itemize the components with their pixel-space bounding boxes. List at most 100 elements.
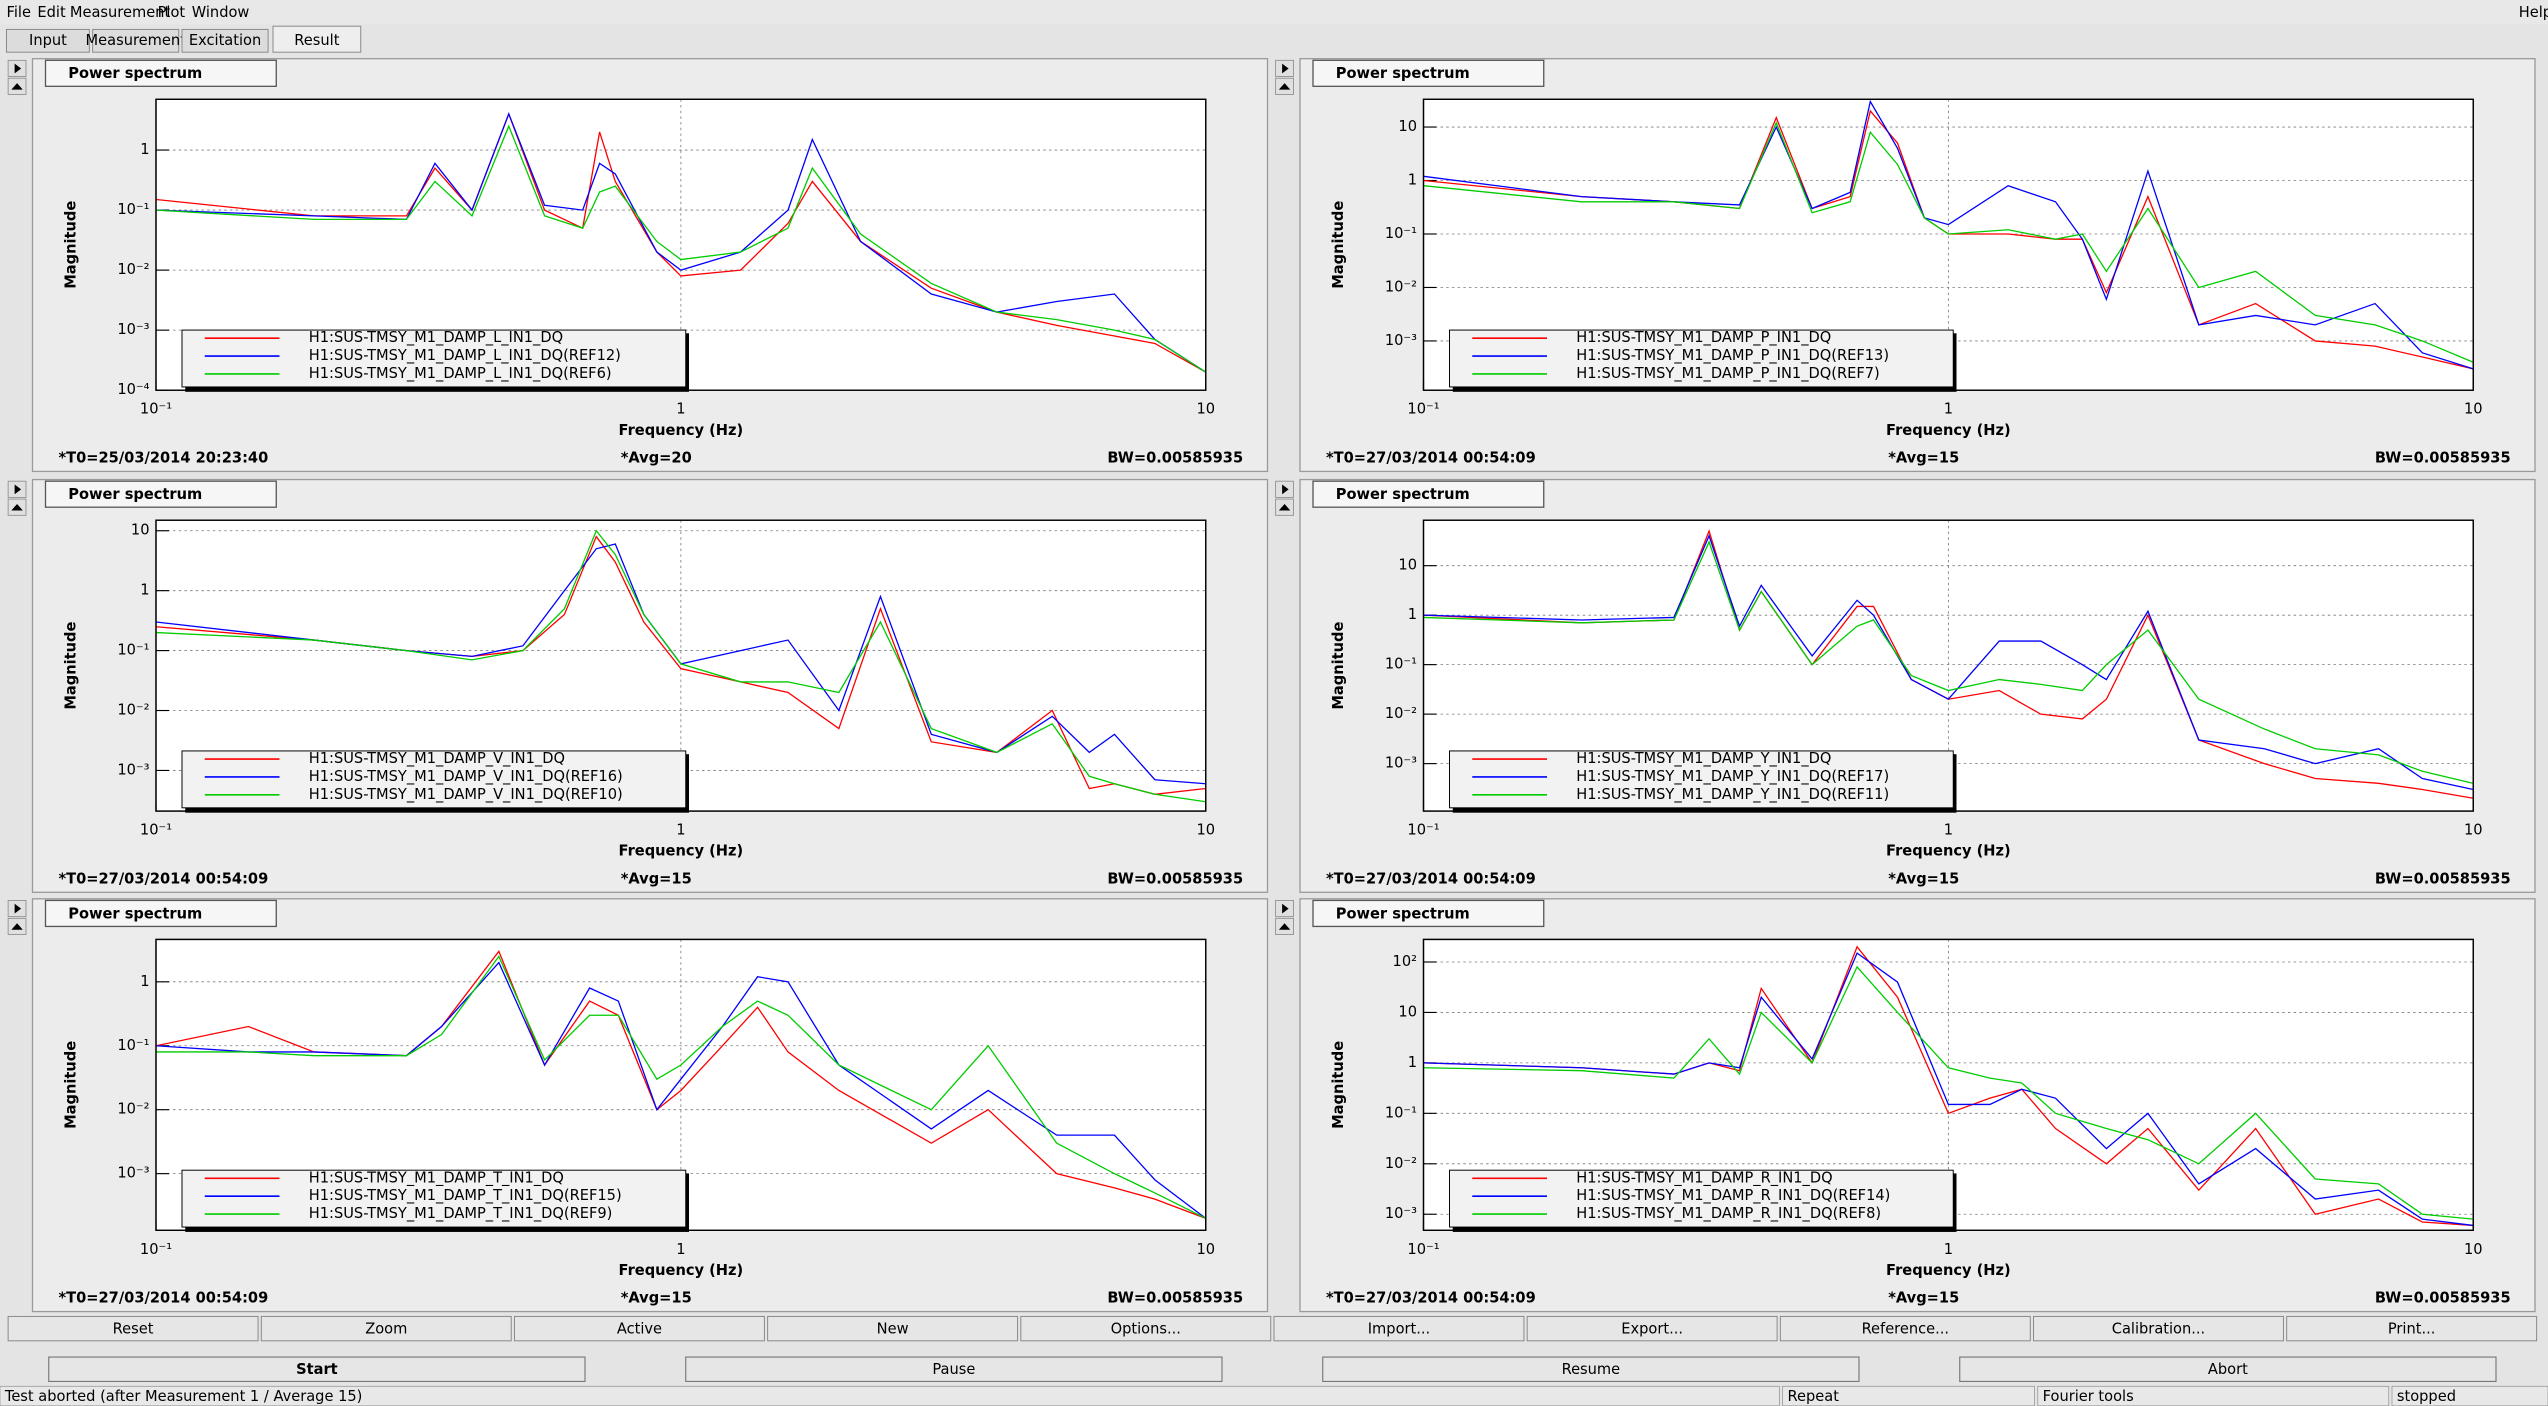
button[interactable] — [767, 1315, 1019, 1342]
control-label[interactable]: Start — [296, 1361, 338, 1378]
x-axis-label: Frequency (Hz) — [619, 843, 744, 860]
panel-title-box — [44, 59, 277, 87]
button[interactable] — [1779, 1315, 2031, 1342]
footer-t0: *T0=27/03/2014 00:54:09 — [1326, 1290, 1536, 1307]
status-text: Test aborted (after Measurement 1 / Aver… — [4, 1388, 363, 1405]
y-tick-label: 10⁻³ — [117, 1165, 149, 1182]
panel: Power spectrum 10⁻¹ 1 10 10⁻³ 10⁻² 10⁻¹ 1 10 H1:S… — [7, 478, 1269, 893]
y-tick-label: 10⁻² — [1385, 1155, 1417, 1172]
y-axis-label: Magnitude — [1330, 201, 1347, 289]
x-tick-label: 10 — [1196, 1241, 1215, 1258]
control-label: Abort — [2208, 1361, 2248, 1378]
control-button[interactable] — [48, 1356, 586, 1383]
x-tick-label: 10⁻¹ — [140, 401, 172, 418]
spectrum-line — [1423, 109, 2474, 370]
button-label[interactable]: Options... — [1111, 1320, 1181, 1337]
legend-label: H1:SUS-TMSY_M1_DAMP_P_IN1_DQ — [1576, 329, 1831, 346]
button-label[interactable]: Import... — [1368, 1320, 1430, 1337]
y-tick-label: 10⁻¹ — [117, 642, 149, 659]
tab[interactable] — [181, 28, 269, 53]
tab-label[interactable]: Result — [294, 32, 339, 49]
spectrum-line — [156, 529, 1206, 803]
panel: Power spectrum 10⁻¹ 1 10 10⁻⁴ 10⁻³ 10⁻² 10⁻¹ 1 H1… — [7, 58, 1269, 473]
menu-item[interactable]: Window — [192, 4, 250, 21]
x-tick-label: 10 — [1196, 401, 1215, 418]
tab[interactable] — [92, 28, 180, 53]
button-label[interactable]: Active — [617, 1320, 662, 1337]
panel-title: Power spectrum — [1336, 905, 1470, 922]
y-tick-label: 10⁻³ — [1385, 1205, 1417, 1222]
status-text: Repeat — [1788, 1388, 1840, 1405]
menu-help[interactable]: Help — [2519, 4, 2548, 21]
menu-bar — [0, 0, 2548, 25]
y-axis-label: Magnitude — [63, 1041, 80, 1129]
menu-item[interactable]: Edit — [37, 4, 66, 21]
spectrum-line — [156, 955, 1206, 1219]
y-tick-label: 10² — [1393, 953, 1417, 970]
y-tick-label: 10⁻¹ — [1385, 225, 1417, 242]
button[interactable] — [1273, 1315, 1525, 1342]
y-tick-label: 10⁻⁴ — [117, 381, 149, 398]
panel-arrow — [14, 903, 22, 914]
panel-arrow — [11, 83, 23, 90]
y-axis-label: Magnitude — [63, 622, 80, 710]
button[interactable] — [2286, 1315, 2538, 1342]
button-label[interactable]: Reference... — [1862, 1320, 1950, 1337]
button-label[interactable]: Calibration... — [2112, 1320, 2205, 1337]
tab[interactable] — [6, 28, 90, 53]
panel-arrow — [1278, 923, 1291, 930]
button-label[interactable]: Reset — [113, 1320, 154, 1337]
legend-label: H1:SUS-TMSY_M1_DAMP_L_IN1_DQ(REF6) — [309, 365, 612, 382]
legend-box — [1449, 750, 1954, 809]
panel-arrow — [14, 484, 22, 495]
x-tick-label: 10 — [2464, 1241, 2483, 1258]
legend-label: H1:SUS-TMSY_M1_DAMP_P_IN1_DQ(REF7) — [1576, 365, 1880, 382]
control-label: Pause — [932, 1361, 975, 1378]
menu-item[interactable]: Measurement — [70, 4, 171, 21]
button[interactable] — [1020, 1315, 1272, 1342]
button-label[interactable]: New — [877, 1320, 909, 1337]
tab-label[interactable]: Excitation — [189, 32, 261, 49]
panel-title: Power spectrum — [68, 65, 202, 82]
status-text: stopped — [2397, 1388, 2456, 1405]
button-label[interactable]: Print... — [2388, 1320, 2436, 1337]
tab-label[interactable]: Input — [29, 32, 67, 49]
footer-bw: BW=0.00585935 — [2375, 870, 2511, 887]
panel: Power spectrum 10⁻¹ 1 10 10⁻³ 10⁻² 10⁻¹ 1 10 H1:S… — [1275, 478, 2536, 893]
button-label[interactable]: Export... — [1621, 1320, 1683, 1337]
y-tick-label: 10⁻³ — [117, 761, 149, 778]
x-axis-label: Frequency (Hz) — [1886, 1262, 2011, 1279]
button[interactable] — [513, 1315, 765, 1342]
button[interactable] — [7, 1315, 259, 1342]
y-axis-label: Magnitude — [1330, 1041, 1347, 1129]
panel-title: Power spectrum — [68, 486, 202, 503]
button[interactable] — [1526, 1315, 1778, 1342]
spectrum-line — [156, 961, 1206, 1219]
button[interactable] — [260, 1315, 512, 1342]
x-tick-label: 1 — [676, 1241, 685, 1258]
x-tick-label: 10 — [2464, 401, 2483, 418]
panel-arrow — [1282, 484, 1289, 495]
button[interactable] — [2033, 1315, 2284, 1342]
panel-arrow — [1282, 903, 1289, 914]
panel-arrow — [1278, 503, 1291, 511]
spectrum-line — [1423, 121, 2474, 363]
spectrum-line — [1423, 945, 2474, 1227]
button-label[interactable]: Zoom — [365, 1320, 407, 1337]
panel-arrow — [1282, 63, 1289, 74]
tab-label[interactable]: Measurement — [86, 32, 187, 49]
legend-label: H1:SUS-TMSY_M1_DAMP_L_IN1_DQ — [309, 329, 563, 346]
legend-label: H1:SUS-TMSY_M1_DAMP_V_IN1_DQ(REF10) — [309, 786, 623, 803]
footer-bw: BW=0.00585935 — [2375, 449, 2511, 466]
menu-item[interactable]: Plot — [158, 4, 186, 21]
menu-item[interactable]: File — [7, 4, 31, 21]
footer-bw: BW=0.00585935 — [1107, 870, 1243, 887]
footer-avg: *Avg=15 — [1888, 1290, 1959, 1307]
y-tick-label: 1 — [140, 973, 149, 990]
legend-box — [181, 329, 687, 388]
legend-label: H1:SUS-TMSY_M1_DAMP_T_IN1_DQ(REF15) — [309, 1187, 622, 1204]
y-tick-label: 10 — [131, 522, 150, 539]
y-tick-label: 1 — [1408, 1054, 1417, 1071]
tab[interactable] — [272, 25, 362, 53]
